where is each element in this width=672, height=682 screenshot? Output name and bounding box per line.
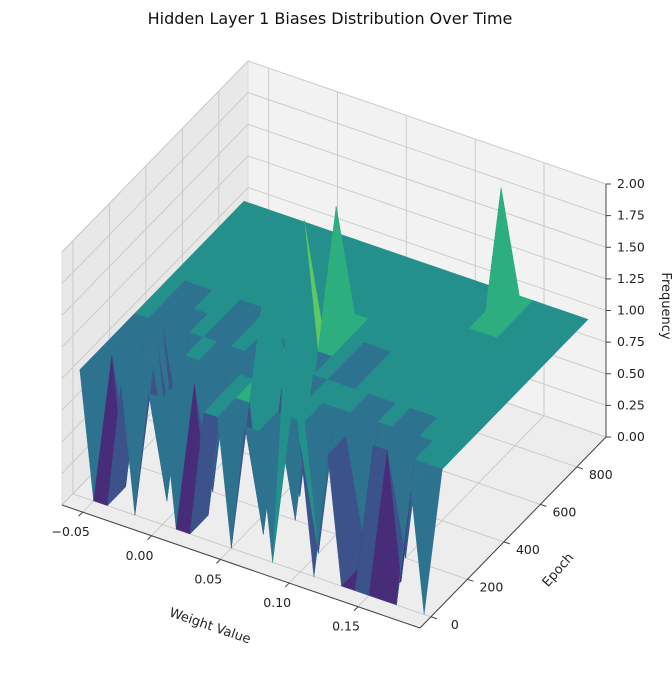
surface-patch [410, 464, 443, 615]
y-tick-mark [430, 616, 438, 620]
x-tick-mark [353, 606, 359, 612]
z-tick-label: 1.50 [617, 239, 645, 254]
surface-plot [79, 187, 589, 615]
x-axis-line [61, 504, 421, 629]
x-tick-label: 0.15 [332, 619, 360, 634]
y-tick-mark [540, 503, 547, 507]
x-tick-mark [78, 511, 84, 517]
grid-line-z [61, 60, 607, 253]
y-tick-mark [503, 541, 511, 545]
y-axis-line [419, 436, 607, 629]
grid-line-z [61, 92, 607, 284]
x-tick-label: 0.10 [263, 595, 291, 610]
x-tick-label: −0.05 [52, 524, 90, 539]
x-tick-label: 0.05 [194, 571, 222, 586]
chart-title: Hidden Layer 1 Biases Distribution Over … [148, 9, 513, 28]
z-tick-label: 0.50 [617, 366, 645, 381]
y-tick-label: 0 [451, 617, 459, 632]
y-tick-label: 400 [516, 542, 540, 557]
x-tick-mark [147, 535, 152, 541]
x-tick-mark [215, 559, 221, 564]
z-tick-label: 0.25 [617, 397, 645, 412]
x-tick-mark [284, 582, 290, 588]
grid-line-z [61, 155, 607, 348]
y-tick-label: 600 [552, 504, 576, 519]
z-tick-label: 1.25 [617, 271, 645, 286]
z-tick-label: 0.00 [617, 429, 645, 444]
z-tick-label: 0.75 [617, 334, 645, 349]
x-tick-label: 0.00 [126, 548, 154, 563]
y-tick-label: 200 [479, 579, 503, 594]
y-tick-mark [467, 578, 474, 582]
y-tick-mark [576, 466, 583, 470]
z-tick-label: 1.00 [617, 303, 645, 318]
y-tick-label: 800 [589, 467, 613, 482]
grid-line-z [61, 123, 607, 316]
z-tick-label: 2.00 [617, 176, 645, 191]
z-tick-label: 1.75 [617, 208, 645, 223]
grid-line-z [61, 186, 607, 379]
tick-labels: −0.05 0.00 0.05 0.10 0.15 0 200 400 600 800 0.00 0.… [52, 176, 645, 634]
z-axis-label: Frequency [658, 272, 672, 339]
